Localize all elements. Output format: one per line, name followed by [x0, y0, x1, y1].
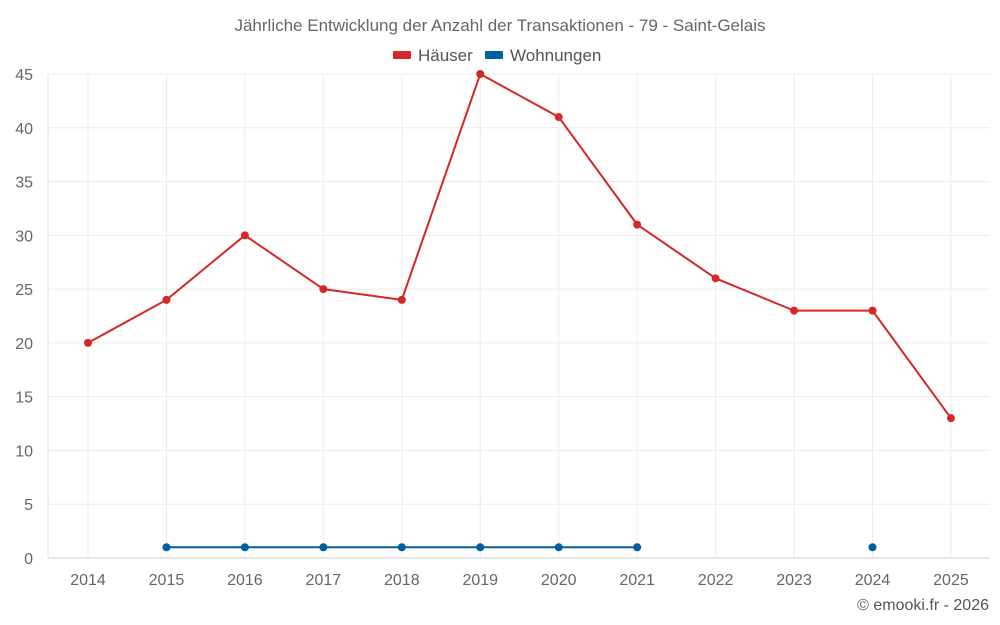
x-tick-label: 2014 — [70, 572, 106, 589]
series-line-haeuser — [87, 73, 952, 419]
y-tick-label: 25 — [15, 282, 33, 299]
legend-label-wohnungen: Wohnungen — [510, 46, 601, 65]
legend-swatch-haeuser — [393, 51, 411, 59]
credit-text: © emooki.fr - 2026 — [857, 597, 989, 614]
data-point-wohnungen — [319, 543, 328, 552]
y-tick-label: 35 — [15, 175, 33, 192]
legend: Häuser Wohnungen — [393, 46, 601, 65]
x-tick-label: 2023 — [776, 572, 812, 589]
series-haeuser — [84, 70, 955, 423]
data-point-haeuser — [476, 70, 485, 78]
x-tick-label: 2024 — [855, 572, 891, 589]
x-tick-label: 2016 — [227, 572, 263, 589]
grid — [48, 73, 990, 558]
x-tick-label: 2022 — [698, 572, 734, 589]
data-point-haeuser — [84, 338, 92, 347]
data-point-wohnungen — [633, 543, 642, 552]
chart-title: Jährliche Entwicklung der Anzahl der Tra… — [234, 16, 765, 35]
data-point-wohnungen — [476, 543, 485, 552]
series-layer — [84, 70, 955, 552]
data-point-haeuser — [397, 295, 406, 304]
y-tick-label: 20 — [15, 336, 33, 353]
x-tick-label: 2019 — [462, 572, 498, 589]
data-point-haeuser — [633, 220, 642, 229]
data-point-wohnungen — [162, 543, 171, 552]
y-tick-label: 45 — [15, 67, 33, 84]
data-point-haeuser — [162, 295, 171, 304]
x-tick-label: 2015 — [149, 572, 185, 589]
data-point-haeuser — [946, 414, 955, 423]
x-tick-label: 2020 — [541, 572, 577, 589]
legend-swatch-wohnungen — [485, 51, 503, 59]
y-tick-label: 40 — [15, 121, 33, 138]
legend-label-haeuser: Häuser — [418, 46, 473, 65]
data-point-haeuser — [319, 285, 328, 294]
data-point-wohnungen — [554, 543, 563, 552]
data-point-haeuser — [790, 306, 799, 315]
series-wohnungen — [162, 543, 877, 552]
data-point-wohnungen — [868, 543, 877, 552]
x-tick-label: 2017 — [306, 572, 342, 589]
y-tick-label: 10 — [15, 443, 33, 460]
data-point-haeuser — [554, 113, 563, 122]
x-tick-label: 2021 — [619, 572, 655, 589]
data-point-haeuser — [240, 231, 249, 240]
data-point-haeuser — [868, 306, 877, 315]
y-tick-label: 5 — [24, 497, 33, 514]
data-point-haeuser — [711, 274, 720, 283]
data-point-wohnungen — [397, 543, 406, 552]
data-point-wohnungen — [240, 543, 249, 552]
y-tick-label: 15 — [15, 390, 33, 407]
y-tick-label: 30 — [15, 228, 33, 245]
x-tick-label: 2025 — [933, 572, 969, 589]
x-tick-label: 2018 — [384, 572, 420, 589]
y-tick-label: 0 — [24, 551, 33, 568]
